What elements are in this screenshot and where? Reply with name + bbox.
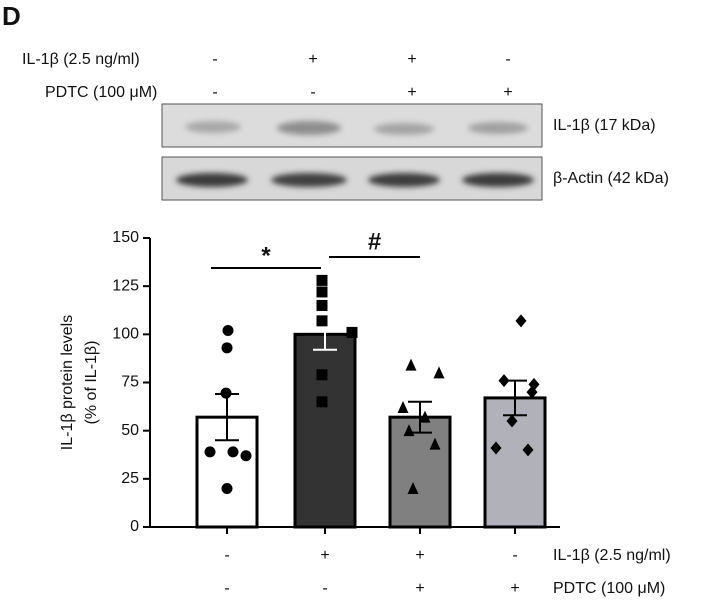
data-point bbox=[515, 314, 527, 328]
data-point bbox=[220, 387, 232, 399]
treatment-label: IL-1β (2.5 ng/ml) bbox=[553, 547, 671, 564]
y-tick-label: 0 bbox=[130, 518, 139, 535]
data-point bbox=[316, 286, 328, 298]
treatment-sign: + bbox=[415, 547, 424, 564]
treatment-sign: + bbox=[308, 51, 317, 68]
data-point bbox=[346, 326, 358, 338]
data-point bbox=[433, 366, 445, 379]
panel-label: D bbox=[2, 1, 21, 31]
data-point bbox=[221, 342, 233, 354]
treatment-sign: + bbox=[407, 51, 416, 68]
treatment-sign: - bbox=[505, 51, 510, 68]
data-point bbox=[526, 385, 538, 399]
bar bbox=[483, 396, 547, 529]
treatment-sign: - bbox=[224, 580, 229, 597]
data-point bbox=[221, 482, 233, 494]
treatment-sign: + bbox=[320, 547, 329, 564]
data-point bbox=[316, 274, 328, 286]
treatment-sign: - bbox=[322, 580, 327, 597]
data-point bbox=[407, 481, 419, 494]
bar bbox=[388, 415, 452, 529]
treatment-label: PDTC (100 μM) bbox=[45, 84, 157, 101]
significance-label: # bbox=[368, 228, 381, 255]
data-point bbox=[240, 450, 252, 462]
y-tick-label: 125 bbox=[112, 277, 139, 294]
significance-label: * bbox=[261, 242, 271, 269]
data-point bbox=[316, 299, 328, 311]
y-tick-label: 75 bbox=[121, 374, 139, 391]
data-point bbox=[397, 401, 409, 414]
blot-bands bbox=[176, 121, 534, 187]
data-point bbox=[405, 358, 417, 371]
treatment-sign: + bbox=[415, 580, 424, 597]
treatment-sign: - bbox=[224, 547, 229, 564]
treatment-sign: + bbox=[407, 84, 416, 101]
y-axis-label: (% of IL-1β) bbox=[83, 341, 100, 425]
treatment-sign: + bbox=[503, 84, 512, 101]
data-point bbox=[522, 443, 534, 457]
data-point bbox=[316, 369, 328, 381]
data-point bbox=[429, 437, 441, 450]
y-tick-label: 100 bbox=[112, 326, 139, 343]
data-point bbox=[204, 446, 216, 458]
bar bbox=[293, 332, 357, 529]
band-label: β-Actin (42 kDa) bbox=[553, 170, 669, 187]
y-tick-label: 150 bbox=[112, 229, 139, 246]
treatment-sign: + bbox=[510, 580, 519, 597]
data-point bbox=[490, 441, 502, 455]
data-point bbox=[316, 315, 328, 327]
data-point bbox=[316, 396, 328, 408]
treatment-label: IL-1β (2.5 ng/ml) bbox=[22, 51, 140, 68]
y-tick-label: 25 bbox=[121, 470, 139, 487]
data-point bbox=[403, 424, 415, 437]
data-point bbox=[419, 410, 431, 423]
treatment-sign: - bbox=[310, 84, 315, 101]
data-point bbox=[222, 324, 234, 336]
data-point bbox=[506, 414, 518, 428]
treatment-sign: - bbox=[512, 547, 517, 564]
band-label: IL-1β (17 kDa) bbox=[553, 117, 656, 134]
y-tick-label: 50 bbox=[121, 422, 139, 439]
y-axis-label: IL-1β protein levels bbox=[59, 315, 76, 451]
treatment-sign: - bbox=[212, 84, 217, 101]
data-point bbox=[498, 374, 510, 388]
treatment-label: PDTC (100 μM) bbox=[553, 580, 665, 597]
treatment-sign: - bbox=[212, 51, 217, 68]
data-point bbox=[227, 446, 239, 458]
